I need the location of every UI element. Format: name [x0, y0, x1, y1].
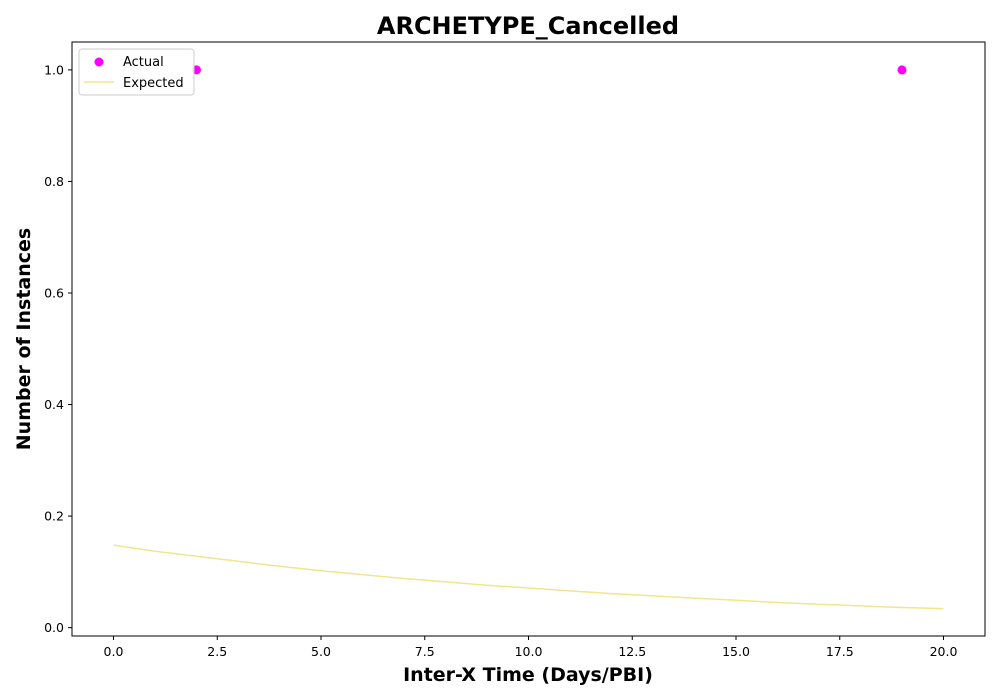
x-tick-label: 5.0	[311, 644, 331, 659]
y-axis-ticks: 0.0 0.2 0.4 0.6 0.8 1.0	[44, 62, 72, 635]
y-tick-label: 0.0	[44, 620, 64, 635]
legend-actual-marker	[94, 57, 104, 67]
legend: Actual Expected	[78, 48, 195, 96]
x-tick-label: 7.5	[415, 644, 435, 659]
x-tick-label: 12.5	[618, 644, 646, 659]
x-tick-label: 15.0	[722, 644, 750, 659]
y-tick-label: 1.0	[44, 62, 64, 77]
y-tick-label: 0.6	[44, 285, 64, 300]
legend-box	[78, 48, 195, 96]
x-axis-label: Inter-X Time (Days/PBI)	[403, 664, 653, 686]
y-tick-label: 0.4	[44, 397, 64, 412]
x-tick-label: 10.0	[515, 644, 543, 659]
chart-title: ARCHETYPE_Cancelled	[377, 12, 679, 40]
x-tick-label: 20.0	[930, 644, 958, 659]
x-tick-label: 17.5	[826, 644, 854, 659]
x-tick-label: 0.0	[104, 644, 124, 659]
x-axis-ticks: 0.0 2.5 5.0 7.5 10.0 12.5 15.0 17.5 20.0	[104, 636, 958, 659]
actual-data-point	[897, 65, 907, 75]
legend-actual-label: Actual	[123, 55, 164, 70]
x-tick-label: 2.5	[207, 644, 227, 659]
y-tick-label: 0.8	[44, 174, 64, 189]
y-tick-label: 0.2	[44, 509, 64, 524]
y-axis-label: Number of Instances	[13, 228, 35, 450]
legend-expected-label: Expected	[123, 76, 184, 91]
expected-series-line	[113, 544, 944, 610]
